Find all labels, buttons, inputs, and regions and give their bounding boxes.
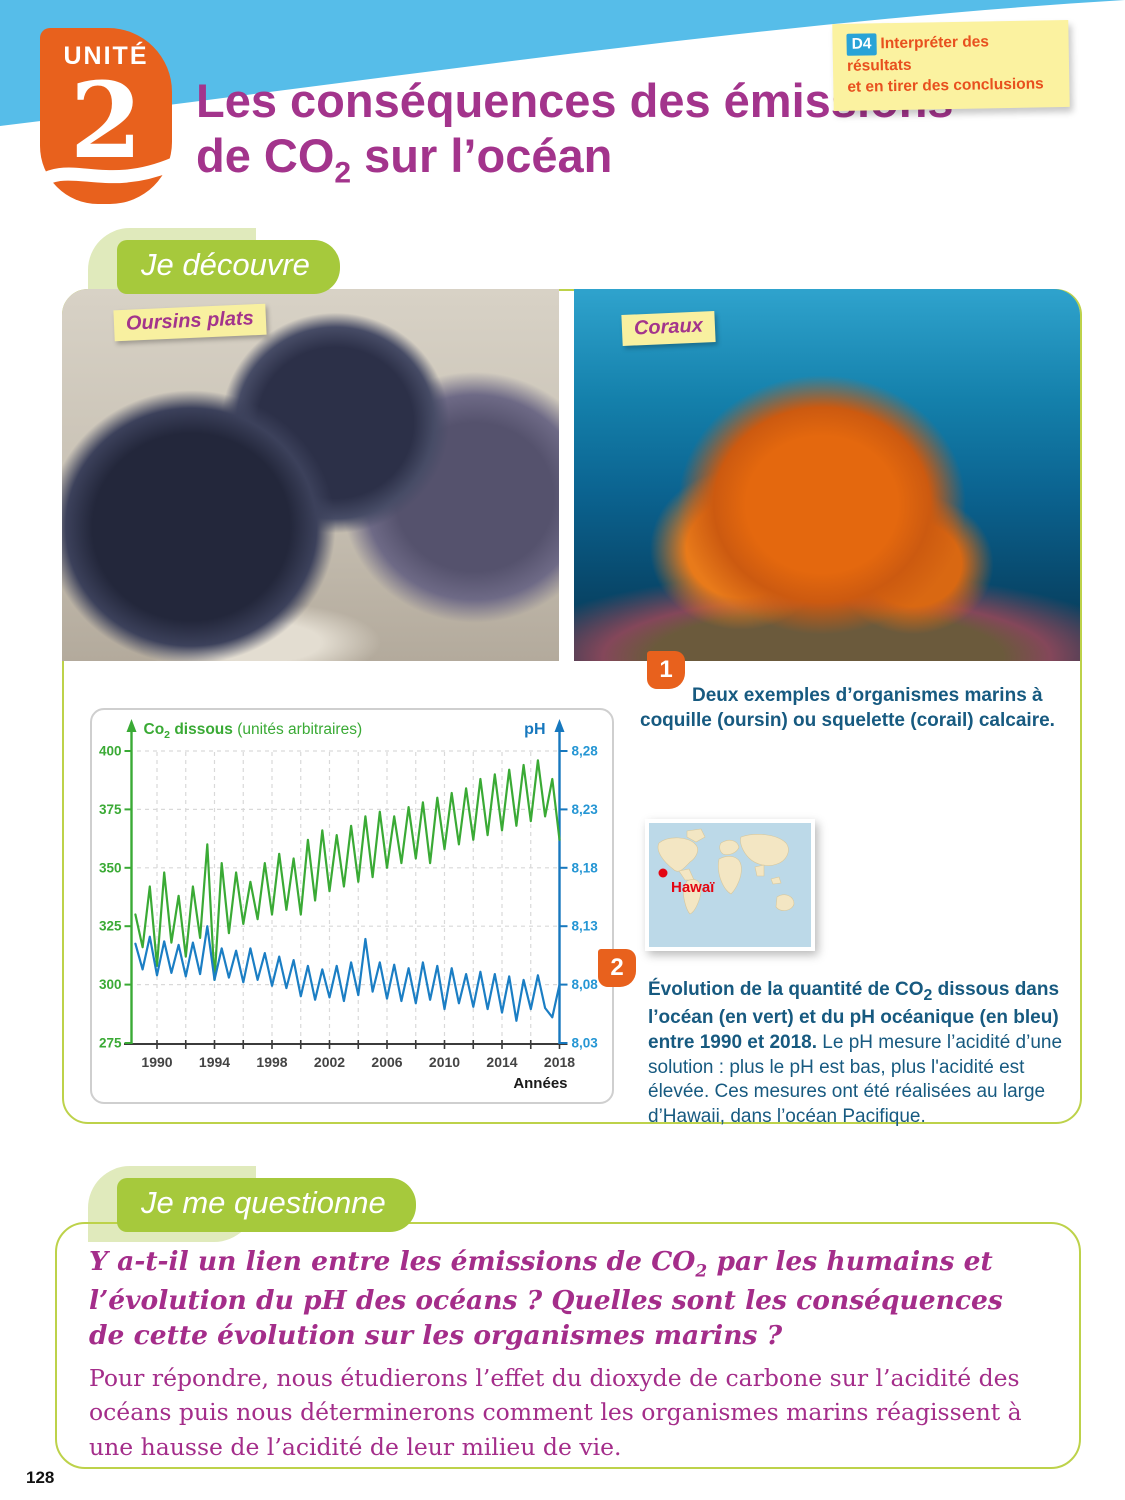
page-title-line1: Les conséquences des émissions: [196, 74, 954, 127]
question-text-subscript: 2: [695, 1261, 708, 1282]
world-map-svg: [649, 823, 811, 947]
figure2-badge: 2: [598, 949, 636, 987]
svg-text:Co2 dissous (unités arbitraire: Co2 dissous (unités arbitraires): [144, 721, 363, 741]
svg-text:2006: 2006: [371, 1054, 402, 1070]
question-banner: Je me questionne: [117, 1178, 416, 1232]
svg-text:2014: 2014: [486, 1054, 517, 1070]
svg-text:8,08: 8,08: [572, 977, 599, 992]
unit-wave-decoration: [40, 157, 172, 190]
svg-text:350: 350: [99, 860, 122, 875]
map-india: [754, 864, 765, 877]
question-text-start: Y a-t-il un lien entre les émissions de …: [89, 1246, 696, 1277]
svg-text:8,23: 8,23: [572, 802, 599, 817]
skill-note: D4 Interpréter des résultats et en tirer …: [832, 19, 1070, 112]
svg-text:1998: 1998: [256, 1054, 287, 1070]
svg-text:2002: 2002: [314, 1054, 345, 1070]
sand-dollar-photo: Oursins plats: [62, 289, 559, 661]
svg-text:375: 375: [99, 802, 122, 817]
svg-text:300: 300: [99, 977, 122, 992]
skill-note-line2: et en tirer des conclusions: [847, 75, 1044, 97]
svg-text:8,18: 8,18: [572, 860, 599, 875]
map-south-america: [683, 879, 702, 915]
co2-ph-chart-panel: 1990 1994 1998 2002 2006 2010 2014 2018 Années 40…: [90, 708, 614, 1104]
world-map: Hawaï: [645, 819, 815, 951]
question-text: Y a-t-il un lien entre les émissions de …: [89, 1244, 1047, 1353]
page-title-line2: de CO: [196, 128, 335, 182]
svg-text:2018: 2018: [544, 1054, 575, 1070]
discover-section: Oursins plats Coraux 1 Deux exemples d’o…: [62, 289, 1082, 1127]
figure2-caption-subscript: 2: [923, 986, 933, 1004]
figure2-caption: Évolution de la quantité de CO2 dissous …: [648, 978, 1084, 1130]
header-swoosh: [0, 0, 1125, 126]
coral-photo: Coraux: [574, 289, 1080, 661]
map-africa: [718, 856, 742, 895]
map-north-america: [657, 837, 698, 872]
svg-text:8,03: 8,03: [572, 1036, 599, 1051]
map-asia: [740, 834, 789, 866]
svg-text:8,13: 8,13: [572, 919, 599, 934]
figure1-caption: Deux exemples d’organismes marins à coqu…: [640, 685, 1055, 731]
figure2-caption-bold: Évolution de la quantité de CO: [648, 979, 924, 1000]
skill-badge: D4: [846, 33, 877, 56]
map-australia: [775, 894, 795, 911]
figure1-badge: 1: [647, 651, 685, 689]
question-body-text: Pour répondre, nous étudierons l’effet d…: [89, 1364, 1022, 1461]
svg-text:1994: 1994: [199, 1054, 230, 1070]
svg-text:400: 400: [99, 744, 122, 759]
map-europe: [719, 839, 740, 855]
discover-banner: Je découvre: [117, 240, 340, 294]
page-number: 128: [26, 1468, 55, 1487]
svg-text:pH: pH: [524, 721, 545, 738]
unit-label: UNITÉ: [63, 42, 149, 70]
page-title-line2-end: sur l’océan: [351, 128, 613, 182]
svg-text:325: 325: [99, 919, 122, 934]
svg-text:8,28: 8,28: [572, 744, 599, 759]
unit-number: 2: [69, 59, 143, 182]
question-text-end: par les humains et l’évolution du pH des…: [89, 1246, 1003, 1352]
unit-badge: UNITÉ 2: [40, 28, 172, 204]
page-title-subscript: 2: [334, 156, 352, 190]
figure2-caption-rest: Le pH mesure l’acidité d’une solution : …: [648, 1032, 1063, 1128]
map-hawaii-label: Hawaï: [671, 879, 715, 896]
page-title: Les conséquences des émissions de CO2 su…: [196, 74, 956, 190]
svg-text:275: 275: [99, 1036, 122, 1051]
map-southeast-asia: [770, 876, 782, 885]
map-greenland: [686, 828, 706, 843]
photo-label-oursins: Oursins plats: [113, 303, 267, 342]
map-hawaii-dot: [658, 868, 668, 878]
photo-label-coraux: Coraux: [621, 310, 716, 347]
svg-text:Années: Années: [513, 1075, 567, 1092]
question-section: Y a-t-il un lien entre les émissions de …: [55, 1222, 1081, 1469]
figure2-caption-bold-end: dissous dans l’océan (en vert) et du pH …: [648, 979, 1060, 1054]
svg-text:2010: 2010: [429, 1054, 460, 1070]
co2-ph-chart: 1990 1994 1998 2002 2006 2010 2014 2018 Années 40…: [99, 719, 599, 1092]
svg-text:1990: 1990: [141, 1054, 172, 1070]
